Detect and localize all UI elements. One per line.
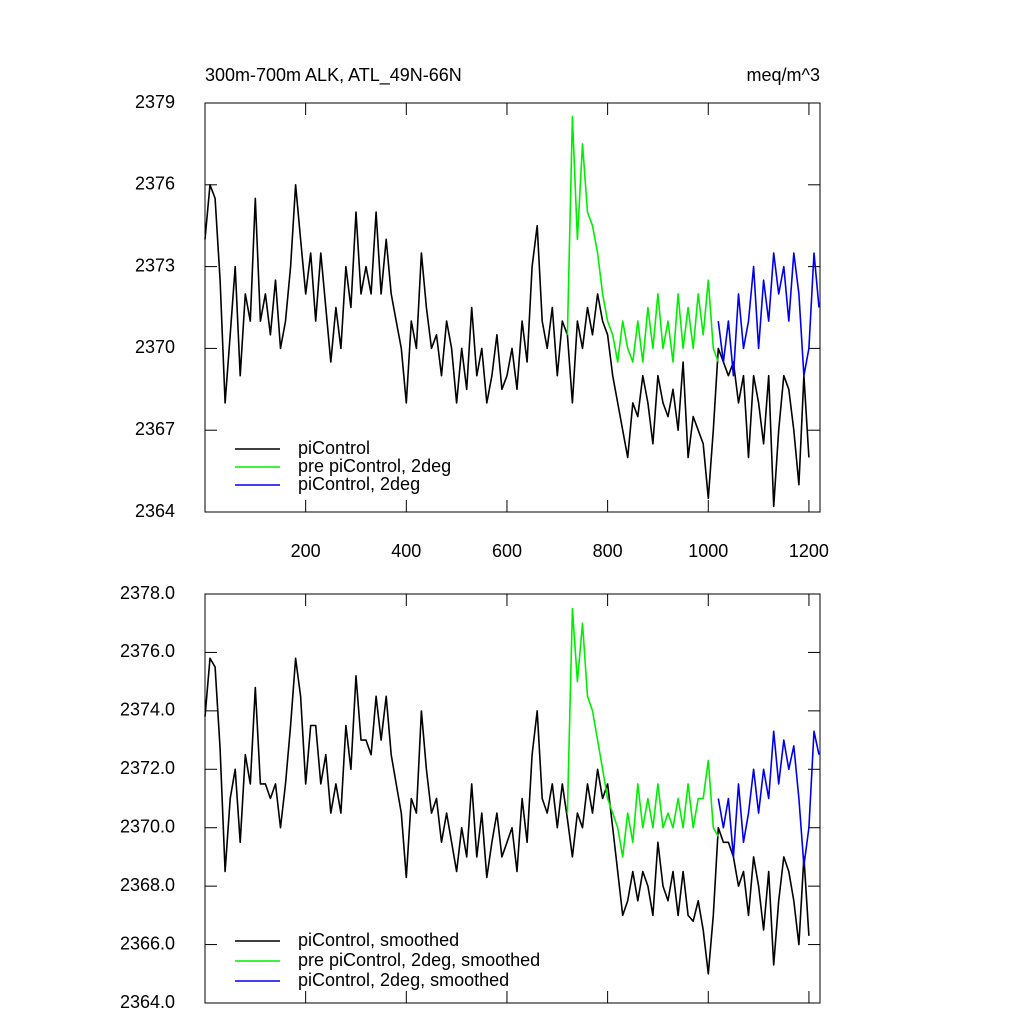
units-label: meq/m^3 (747, 65, 820, 85)
x-tick-label: 200 (291, 541, 321, 561)
y-tick-label: 2370 (135, 337, 175, 357)
y-tick-label: 2372.0 (120, 758, 175, 778)
plot-frame (204, 593, 821, 1004)
legend-label: piControl, 2deg, smoothed (298, 970, 509, 990)
y-tick-label: 2379 (135, 92, 175, 112)
series-line (204, 657, 810, 975)
x-tick-label: 600 (492, 541, 522, 561)
chart-title: 300m-700m ALK, ATL_49N-66N (205, 65, 462, 86)
y-tick-label: 2370.0 (120, 816, 175, 836)
x-tick-label: 400 (391, 541, 421, 561)
x-tick-label: 800 (593, 541, 623, 561)
y-tick-label: 2376 (135, 174, 175, 194)
series-line (717, 730, 820, 867)
series-line (566, 607, 719, 858)
y-tick-label: 2366.0 (120, 933, 175, 953)
legend-label: piControl, smoothed (298, 930, 459, 950)
y-tick-label: 2364 (135, 501, 175, 521)
x-tick-label: 1000 (688, 541, 728, 561)
series-line (204, 184, 810, 508)
y-tick-label: 2373 (135, 255, 175, 275)
y-tick-label: 2376.0 (120, 641, 175, 661)
y-tick-label: 2368.0 (120, 875, 175, 895)
legend-label: pre piControl, 2deg, smoothed (298, 950, 540, 970)
legend-label: piControl, 2deg (298, 474, 420, 494)
x-tick-label: 1200 (789, 541, 829, 561)
y-tick-label: 2364.0 (120, 992, 175, 1012)
y-tick-label: 2378.0 (120, 583, 175, 603)
legend-label: piControl (298, 438, 370, 458)
series-line (717, 252, 820, 377)
series-line (566, 115, 720, 363)
legend-label: pre piControl, 2deg (298, 456, 451, 476)
plot-frame (204, 102, 821, 513)
y-tick-label: 2367 (135, 419, 175, 439)
y-tick-label: 2374.0 (120, 700, 175, 720)
